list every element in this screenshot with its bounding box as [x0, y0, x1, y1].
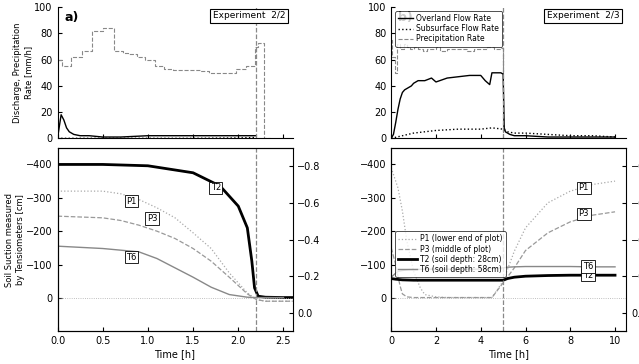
Text: b): b): [398, 11, 413, 24]
Y-axis label: Soil Suction measured
by Tensiometers [cm]: Soil Suction measured by Tensiometers [c…: [5, 193, 25, 286]
Legend: Overland Flow Rate, Subsurface Flow Rate, Precipitation Rate: Overland Flow Rate, Subsurface Flow Rate…: [395, 11, 502, 47]
X-axis label: Time [h]: Time [h]: [488, 349, 529, 359]
Text: T6: T6: [583, 262, 594, 271]
Text: T2: T2: [583, 271, 593, 280]
Text: a): a): [65, 11, 79, 24]
X-axis label: Time [h]: Time [h]: [155, 349, 196, 359]
Text: T6: T6: [127, 253, 137, 262]
Text: P1: P1: [127, 197, 137, 206]
Text: P3: P3: [578, 209, 589, 218]
Legend: P1 (lower end of plot), P3 (middle of plot), T2 (soil depth: 28cm), T6 (soil dep: P1 (lower end of plot), P3 (middle of pl…: [395, 232, 506, 277]
Y-axis label: Discharge, Precipitation
Rate [mm/h]: Discharge, Precipitation Rate [mm/h]: [13, 23, 33, 123]
Text: P1: P1: [578, 183, 589, 192]
Text: P3: P3: [147, 214, 158, 223]
Text: Experiment  2/3: Experiment 2/3: [546, 11, 619, 20]
Text: Experiment  2/2: Experiment 2/2: [213, 11, 286, 20]
Text: T2: T2: [211, 183, 221, 192]
